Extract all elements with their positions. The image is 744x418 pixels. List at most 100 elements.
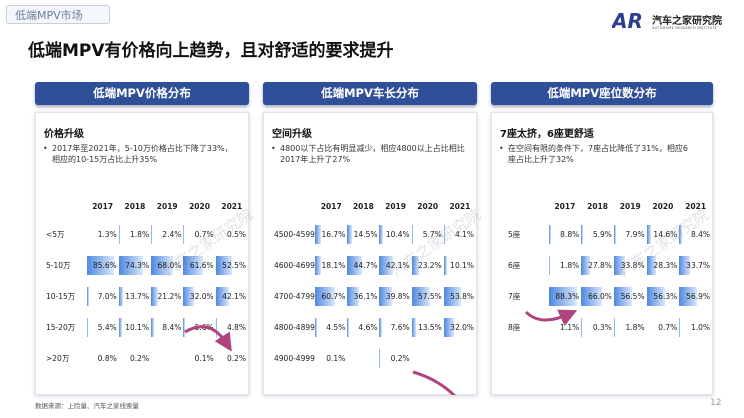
table-cell: 13.7% xyxy=(118,281,151,312)
cell-value: 1.3% xyxy=(97,230,117,239)
data-bar xyxy=(215,256,233,275)
table-row: 10-15万 7.0% 13.7% 21.2% 32.0% 42.1% xyxy=(40,281,248,312)
table-cell: 0.2% xyxy=(118,343,151,374)
data-bar xyxy=(379,287,393,306)
panel-point: 空间升级 xyxy=(272,129,312,140)
table-cell: 14.5% xyxy=(347,219,379,250)
table-cell: 0.8% xyxy=(86,343,119,374)
data-bar xyxy=(411,256,420,275)
table-cell xyxy=(412,343,444,374)
column-header: 2021 xyxy=(449,201,471,211)
row-label: >20万 xyxy=(46,354,70,363)
panel-heading: 低端MPV座位数分布 xyxy=(491,82,713,105)
panel-body: 价格升级 2017年至2021年，5-10万价格占比下降了33%，相应的10-15… xyxy=(35,112,249,395)
cell-value: 0.1% xyxy=(194,354,214,363)
data-bar xyxy=(86,256,114,275)
row-label: 4700-4799 xyxy=(274,292,315,301)
data-bar xyxy=(151,256,173,275)
row-label: 6座 xyxy=(508,261,521,270)
table-cell: 5.6% xyxy=(183,312,215,343)
table-cell: 88.3% xyxy=(548,281,582,312)
cell-value: 5.7% xyxy=(422,230,442,239)
table-cell xyxy=(347,343,379,374)
data-bar xyxy=(443,256,448,275)
data-bar xyxy=(379,225,383,244)
data-bar xyxy=(86,287,89,306)
data-bar xyxy=(548,256,550,275)
table-cell: 39.8% xyxy=(379,281,411,312)
cell-value: 52.5% xyxy=(222,261,246,270)
table-cell: 14.6% xyxy=(646,219,680,250)
cell-value: 53.8% xyxy=(450,292,474,301)
data-bar xyxy=(118,318,123,337)
table-cell: 56.3% xyxy=(646,281,680,312)
column-header: 2019 xyxy=(385,201,406,211)
table-row: >20万 0.8% 0.2% 0.1% 0.2% xyxy=(40,343,248,374)
panel-heading: 低端MPV价格分布 xyxy=(35,82,249,105)
cell-value: 1.8% xyxy=(130,230,150,239)
table-row: 7座 88.3% 66.0% 56.5% 56.3% 56.9% xyxy=(502,281,712,312)
data-bar xyxy=(347,287,359,306)
cell-value: 16.7% xyxy=(321,230,346,239)
table-cell: 0.2% xyxy=(379,343,411,374)
data-bar xyxy=(315,287,335,306)
table-cell: 5.4% xyxy=(86,312,119,343)
data-table: 2017 2018 2019 2020 2021 <5万 1.3% 1.8% 2.4% 0.7% 0… xyxy=(40,193,248,374)
table-cell: 18.1% xyxy=(315,250,347,281)
table-cell: 36.1% xyxy=(347,281,379,312)
table-row: 4700-4799 60.7% 36.1% 39.8% 57.5% 53.8% xyxy=(268,281,476,312)
cell-value: 36.1% xyxy=(353,292,378,301)
cell-value: 7.6% xyxy=(390,323,410,332)
cell-value: 0.5% xyxy=(226,230,246,239)
table-cell: 61.6% xyxy=(183,250,215,281)
data-bar xyxy=(679,225,682,244)
cell-value: 1.1% xyxy=(560,323,580,332)
data-bar xyxy=(581,256,591,275)
cell-value: 66.0% xyxy=(588,292,612,301)
table-cell: 0.7% xyxy=(183,219,215,250)
table-cell: 0.1% xyxy=(183,343,215,374)
cell-value: 4.5% xyxy=(326,323,346,332)
cell-value: 88.3% xyxy=(555,292,580,301)
table-cell: 0.7% xyxy=(646,312,680,343)
table-row: 15-20万 5.4% 10.1% 8.4% 5.6% 4.8% xyxy=(40,312,248,343)
table-row: 6座 1.8% 27.8% 33.8% 28.3% 33.7% xyxy=(502,250,712,281)
column-header: 2017 xyxy=(92,201,114,211)
cell-value: 0.7% xyxy=(194,230,214,239)
row-label: 10-15万 xyxy=(46,292,76,301)
cell-value: 32.0% xyxy=(189,292,214,301)
table-cell xyxy=(444,343,476,374)
table-cell: 33.8% xyxy=(613,250,647,281)
cell-value: 7.9% xyxy=(625,230,645,239)
data-bar xyxy=(118,256,143,275)
column-header: 2018 xyxy=(124,201,146,211)
panel-bullet: 4800以下占比有明显减少，相应4800以上占比相比2017年上升了27% xyxy=(271,143,465,165)
cell-value: 42.1% xyxy=(222,292,246,301)
table-cell: 42.1% xyxy=(379,250,411,281)
table-cell: 66.0% xyxy=(581,281,614,312)
column-header: 2017 xyxy=(320,201,342,211)
table-cell: 4.8% xyxy=(215,312,248,343)
cell-value: 14.6% xyxy=(653,230,678,239)
data-bar xyxy=(315,256,321,275)
cell-value: 8.4% xyxy=(162,323,182,332)
data-bar xyxy=(443,318,455,337)
table-cell: 53.8% xyxy=(443,281,476,312)
cell-value: 61.6% xyxy=(189,261,214,270)
cell-value: 28.3% xyxy=(653,261,678,270)
cell-value: 23.2% xyxy=(417,261,442,270)
table-cell: 2.4% xyxy=(151,219,183,250)
data-bar xyxy=(581,287,603,306)
table-cell: 32.0% xyxy=(183,281,215,312)
cell-value: 0.1% xyxy=(326,354,346,363)
table-row: 5座 8.8% 5.9% 7.9% 14.6% 8.4% xyxy=(502,219,712,250)
data-bar xyxy=(581,225,584,244)
table-cell: 27.8% xyxy=(581,250,614,281)
logo-name: 汽车之家研究院 xyxy=(652,16,722,27)
panel-body: 空间升级 4800以下占比有明显减少，相应4800以上占比相比2017年上升了27… xyxy=(263,112,477,395)
table-cell: 0.3% xyxy=(581,312,614,343)
data-bar xyxy=(548,287,577,306)
table-row: 5-10万 85.6% 74.3% 68.0% 61.6% 52.5% xyxy=(40,250,248,281)
data-bar xyxy=(646,287,665,306)
